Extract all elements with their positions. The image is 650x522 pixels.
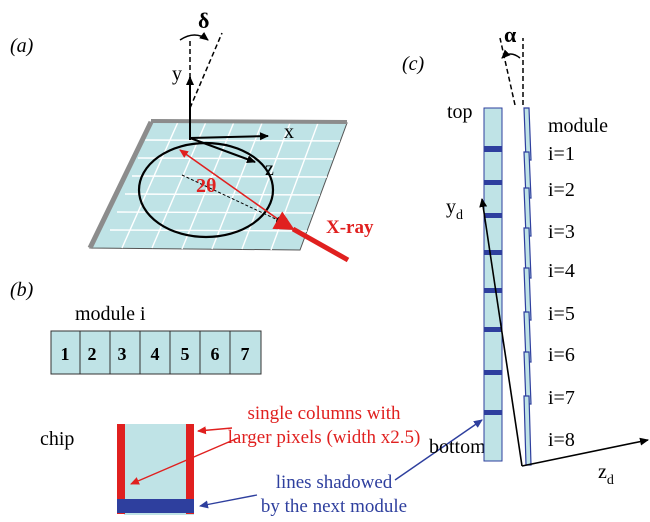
module-index-label: i=7 [548,387,575,409]
two-theta-label: 2θ [196,175,216,197]
zd-axis-arrow [521,437,649,467]
alpha-symbol: α [504,22,517,47]
tilted-modules [523,107,532,466]
top-label: top [447,101,473,123]
shadow-line [484,213,502,218]
red-pointer-right [197,426,233,435]
scattered-ray [179,149,283,223]
module-index-label: i=2 [548,179,575,201]
shadow-line [484,370,502,375]
module-i-label: module i [75,303,146,325]
detector-grid [87,119,348,251]
panel-a: (a) y x z [10,8,374,263]
chip-number: 4 [151,344,160,364]
alpha-arc [501,49,521,59]
blue-note-line1: lines shadowed [276,472,393,493]
delta-symbol: δ [198,8,209,33]
chip-label: chip [40,428,74,450]
alpha-tilted-line [499,37,516,106]
shadow-line [484,250,502,255]
single-chip-diagram [117,424,194,515]
module-header: module [548,115,608,137]
shadow-line [484,288,502,293]
axis-y-label: y [172,63,182,85]
z-axis-arrow [189,137,256,163]
panel-a-label: (a) [10,35,34,57]
panel-b: (b) module i 1 2 3 4 5 6 7 chip single c… [10,279,483,517]
chip-number: 1 [61,344,70,364]
chip-row: 1 2 3 4 5 6 7 [50,330,262,375]
blue-pointer-left [199,494,258,509]
large-pixel-column-left [117,424,125,514]
beam-dashed-line [181,174,283,223]
delta-arc [179,31,209,41]
module-index-label: i=6 [548,344,575,366]
blue-note-line2: by the next module [261,496,407,517]
bottom-label: bottom [429,436,486,458]
module-index-label: i=8 [548,429,575,451]
yd-axis-arrow [479,198,523,467]
blue-pointer-right [394,419,483,481]
panel-c-label: (c) [402,53,425,75]
shadow-line [484,410,502,415]
red-note-line1: single columns with [247,403,401,424]
module-index-label: i=3 [548,221,575,243]
axis-x-label: x [284,121,294,143]
module-index-label: i=5 [548,303,575,325]
chip-number: 2 [88,344,97,364]
xray-label: X-ray [326,217,374,238]
panel-b-label: (b) [10,279,34,301]
panel-c: (c) α top bottom [402,22,649,488]
large-pixel-column-right [186,424,194,514]
shadow-line [484,146,502,152]
chip-number: 6 [211,344,220,364]
shadow-line [484,327,502,332]
shadowed-lines-strip [117,499,194,513]
axis-z-label: z [265,158,274,180]
module-index-label: i=4 [548,260,575,282]
module-index-label: i=1 [548,143,575,165]
chip-number: 5 [181,344,190,364]
shadow-line [484,180,502,185]
xray-arrow [272,211,350,263]
yd-label: yd [446,196,463,223]
sample-point [276,216,288,228]
x-axis-arrow [189,132,269,141]
module-column [483,107,503,462]
delta-tilted-line [189,32,223,109]
red-note-line2: larger pixels (width x2.5) [228,427,421,448]
red-pointer-left [130,437,239,485]
zd-label: zd [598,461,614,488]
chip-number: 7 [241,344,250,364]
chip-number: 3 [118,344,127,364]
